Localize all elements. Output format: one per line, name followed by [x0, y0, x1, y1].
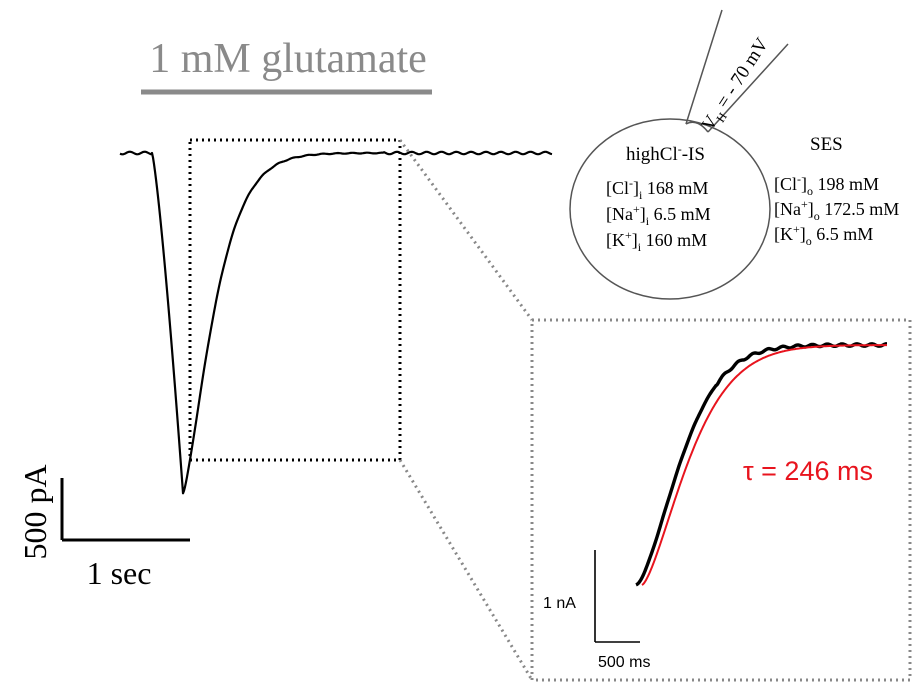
zoom-connector-bottom [398, 459, 534, 681]
inset-amplitude-label: 1 nA [543, 595, 576, 612]
internal-concentrations: [Cl-]i 168 mM[Na+]i 6.5 mM[K+]i 160 mM [606, 176, 711, 254]
inset-panel [530, 318, 912, 682]
ion-row: [K+]i 160 mM [606, 228, 707, 254]
stimulus-label: 1 mM glutamate [149, 36, 427, 82]
ion-row: [Na+]o 172.5 mM [774, 197, 899, 223]
external-solution-label: SES [810, 134, 843, 155]
ion-row: [Cl-]i 168 mM [606, 176, 708, 202]
inset-scale-bar: 1 nA 500 ms [543, 550, 650, 671]
cell-diagram: VH = - 70 mV highCl--IS SES [Cl-]i 168 m… [569, 9, 899, 300]
patch-pipette [685, 9, 789, 133]
scale-amplitude-label: 500 pA [17, 464, 53, 559]
main-scale-bar: 500 pA 1 sec [17, 464, 190, 591]
ion-row: [K+]o 6.5 mM [774, 222, 873, 248]
ion-row: [Na+]i 6.5 mM [606, 202, 711, 228]
main-current-trace [119, 150, 553, 495]
scale-time-label: 1 sec [87, 555, 152, 591]
selection-box [188, 138, 402, 462]
zoom-connector-top [398, 139, 534, 321]
external-concentrations: [Cl-]o 198 mM[Na+]o 172.5 mM[K+]o 6.5 mM [774, 172, 899, 248]
internal-solution-label: highCl--IS [626, 142, 705, 165]
inset-time-label: 500 ms [598, 654, 650, 671]
cell-outline [569, 118, 771, 300]
tau-label: τ = 246 ms [743, 456, 873, 486]
exponential-fit-curve [641, 344, 887, 586]
ion-row: [Cl-]o 198 mM [774, 172, 879, 198]
